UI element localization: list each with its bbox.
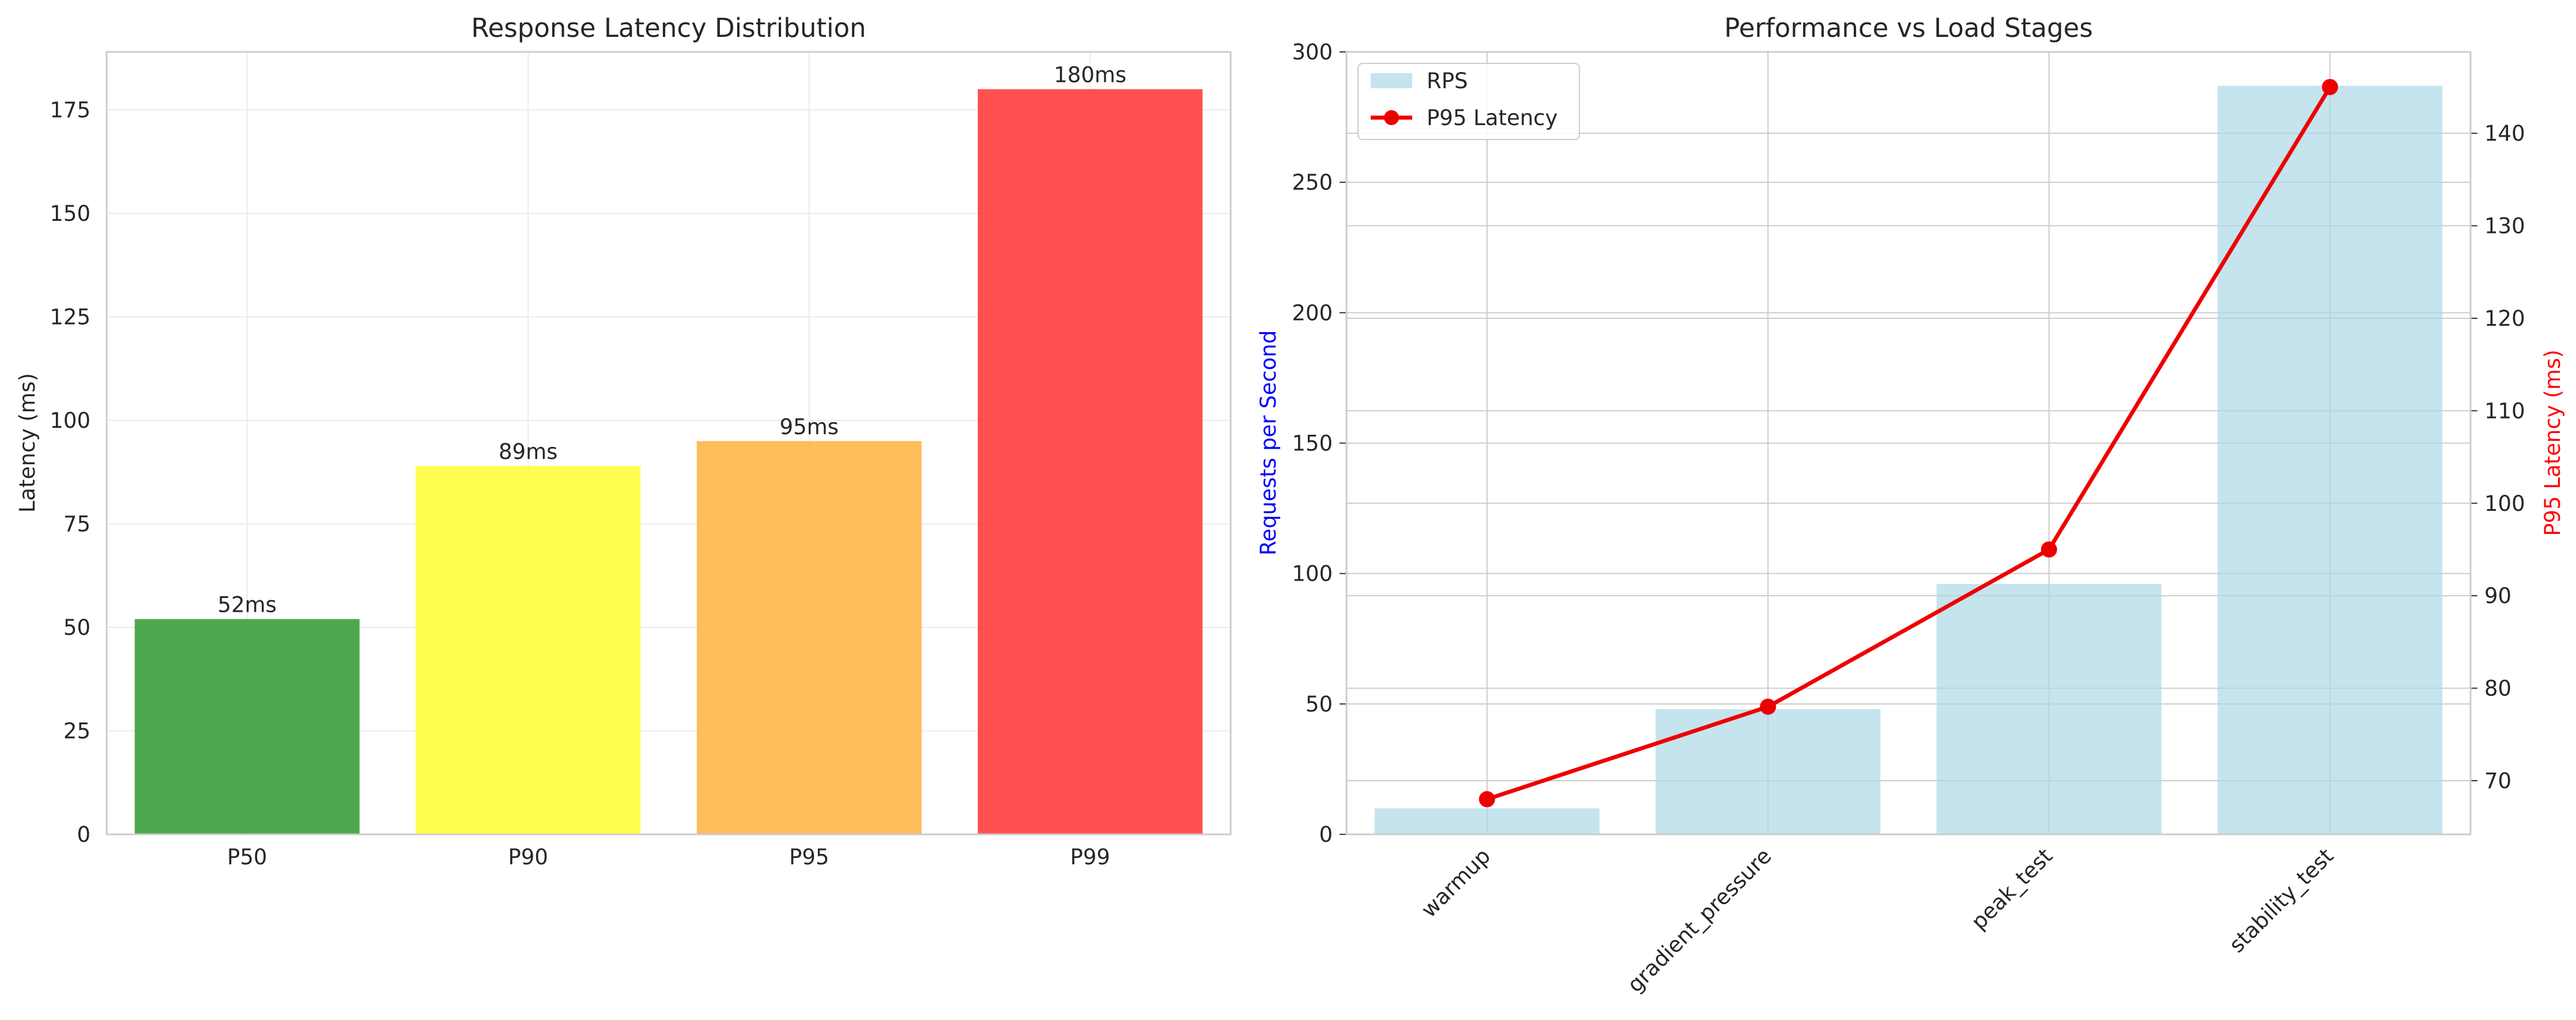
x-tick-label: peak_test bbox=[1966, 844, 2057, 935]
y-tick-label: 50 bbox=[63, 615, 90, 640]
bar-p95 bbox=[696, 441, 922, 834]
legend-box bbox=[1357, 63, 1580, 140]
latency-point bbox=[2041, 541, 2057, 558]
performance-vs-load-chart: 0 50 100 150 200 250 300 70 80 90 100 110 120 130 140… bbox=[1256, 13, 2565, 998]
legend-rps-swatch bbox=[1371, 73, 1412, 88]
plot-frame bbox=[105, 51, 1232, 835]
latency-point bbox=[2322, 78, 2339, 95]
latency-point bbox=[1479, 791, 1495, 808]
rps-bar bbox=[2217, 85, 2443, 834]
right-y-tick-label: 100 bbox=[2484, 491, 2525, 516]
x-tick-label: P50 bbox=[227, 845, 267, 870]
p95-latency-line bbox=[1479, 78, 2339, 808]
y-tick-label: 75 bbox=[63, 512, 90, 537]
y-tick-label: 150 bbox=[50, 201, 90, 226]
latency-point bbox=[1760, 698, 1777, 715]
bar-p99 bbox=[978, 89, 1203, 835]
right-y-tick-label: 80 bbox=[2484, 676, 2511, 701]
right-y-tick-label: 120 bbox=[2484, 306, 2525, 331]
rps-bar bbox=[1655, 709, 1881, 834]
x-tick-labels: warmup gradient_pressure peak_test stabilit… bbox=[1416, 844, 2338, 998]
bars bbox=[134, 89, 1203, 835]
latency-line bbox=[1486, 86, 2332, 801]
bar-value-label: 95ms bbox=[780, 415, 839, 439]
left-y-tick-label: 100 bbox=[1292, 562, 1333, 586]
x-tick-label: P99 bbox=[1070, 845, 1110, 870]
bar-p50 bbox=[134, 619, 360, 834]
legend: RPS P95 Latency bbox=[1357, 63, 1580, 140]
plot-frame bbox=[1345, 51, 2472, 835]
y-tick-label: 175 bbox=[50, 98, 90, 123]
y-tick-label: 25 bbox=[63, 719, 90, 744]
bar-value-label: 180ms bbox=[1054, 63, 1126, 88]
y-tick-label: 0 bbox=[77, 822, 90, 847]
latency-distribution-chart: 0 25 50 75 100 125 150 175 P50 P90 P95 P99 52ms 89m… bbox=[15, 13, 1232, 870]
legend-rps-label: RPS bbox=[1427, 69, 1468, 93]
x-tick-label: P90 bbox=[508, 845, 548, 870]
left-y-tick-label: 300 bbox=[1292, 40, 1333, 65]
bar-value-label: 52ms bbox=[218, 593, 277, 618]
data-labels: 52ms 89ms 95ms 180ms bbox=[218, 63, 1127, 618]
chart-title: Performance vs Load Stages bbox=[1724, 13, 2093, 43]
x-tick-label: gradient_pressure bbox=[1623, 844, 1777, 998]
y-axis-label: Latency (ms) bbox=[15, 373, 40, 513]
y-tick-label: 100 bbox=[50, 408, 90, 433]
right-y-tick-labels: 70 80 90 100 110 120 130 140 bbox=[2484, 121, 2525, 793]
left-y-tick-label: 0 bbox=[1319, 822, 1333, 847]
rps-bar bbox=[1374, 808, 1600, 834]
right-y-tick-label: 140 bbox=[2484, 121, 2525, 146]
right-y-tick-label: 70 bbox=[2484, 769, 2511, 793]
legend-latency-label: P95 Latency bbox=[1427, 106, 1557, 130]
left-y-tick-label: 250 bbox=[1292, 170, 1333, 195]
left-y-tick-labels: 0 50 100 150 200 250 300 bbox=[1292, 40, 1333, 847]
y-tick-labels: 0 25 50 75 100 125 150 175 bbox=[50, 98, 90, 847]
bar-value-label: 89ms bbox=[499, 439, 557, 464]
right-y-tick-label: 110 bbox=[2484, 398, 2525, 423]
x-tick-label: stability_test bbox=[2224, 844, 2339, 958]
y-tick-label: 125 bbox=[50, 305, 90, 330]
bar-p90 bbox=[416, 465, 641, 834]
left-y-axis-label: Requests per Second bbox=[1256, 330, 1281, 556]
right-y-axis-label: P95 Latency (ms) bbox=[2540, 349, 2565, 536]
legend-latency-marker bbox=[1384, 110, 1399, 125]
x-tick-label: P95 bbox=[789, 845, 829, 870]
right-y-tick-label: 130 bbox=[2484, 214, 2525, 239]
chart-title: Response Latency Distribution bbox=[471, 13, 866, 43]
left-y-tick-label: 150 bbox=[1292, 431, 1333, 456]
x-tick-labels: P50 P90 P95 P99 bbox=[227, 845, 1110, 870]
rps-bar bbox=[1936, 584, 2162, 834]
x-tick-label: warmup bbox=[1416, 844, 1495, 923]
right-y-tick-label: 90 bbox=[2484, 584, 2511, 608]
left-y-tick-label: 50 bbox=[1306, 692, 1333, 717]
left-y-tick-label: 200 bbox=[1292, 300, 1333, 325]
